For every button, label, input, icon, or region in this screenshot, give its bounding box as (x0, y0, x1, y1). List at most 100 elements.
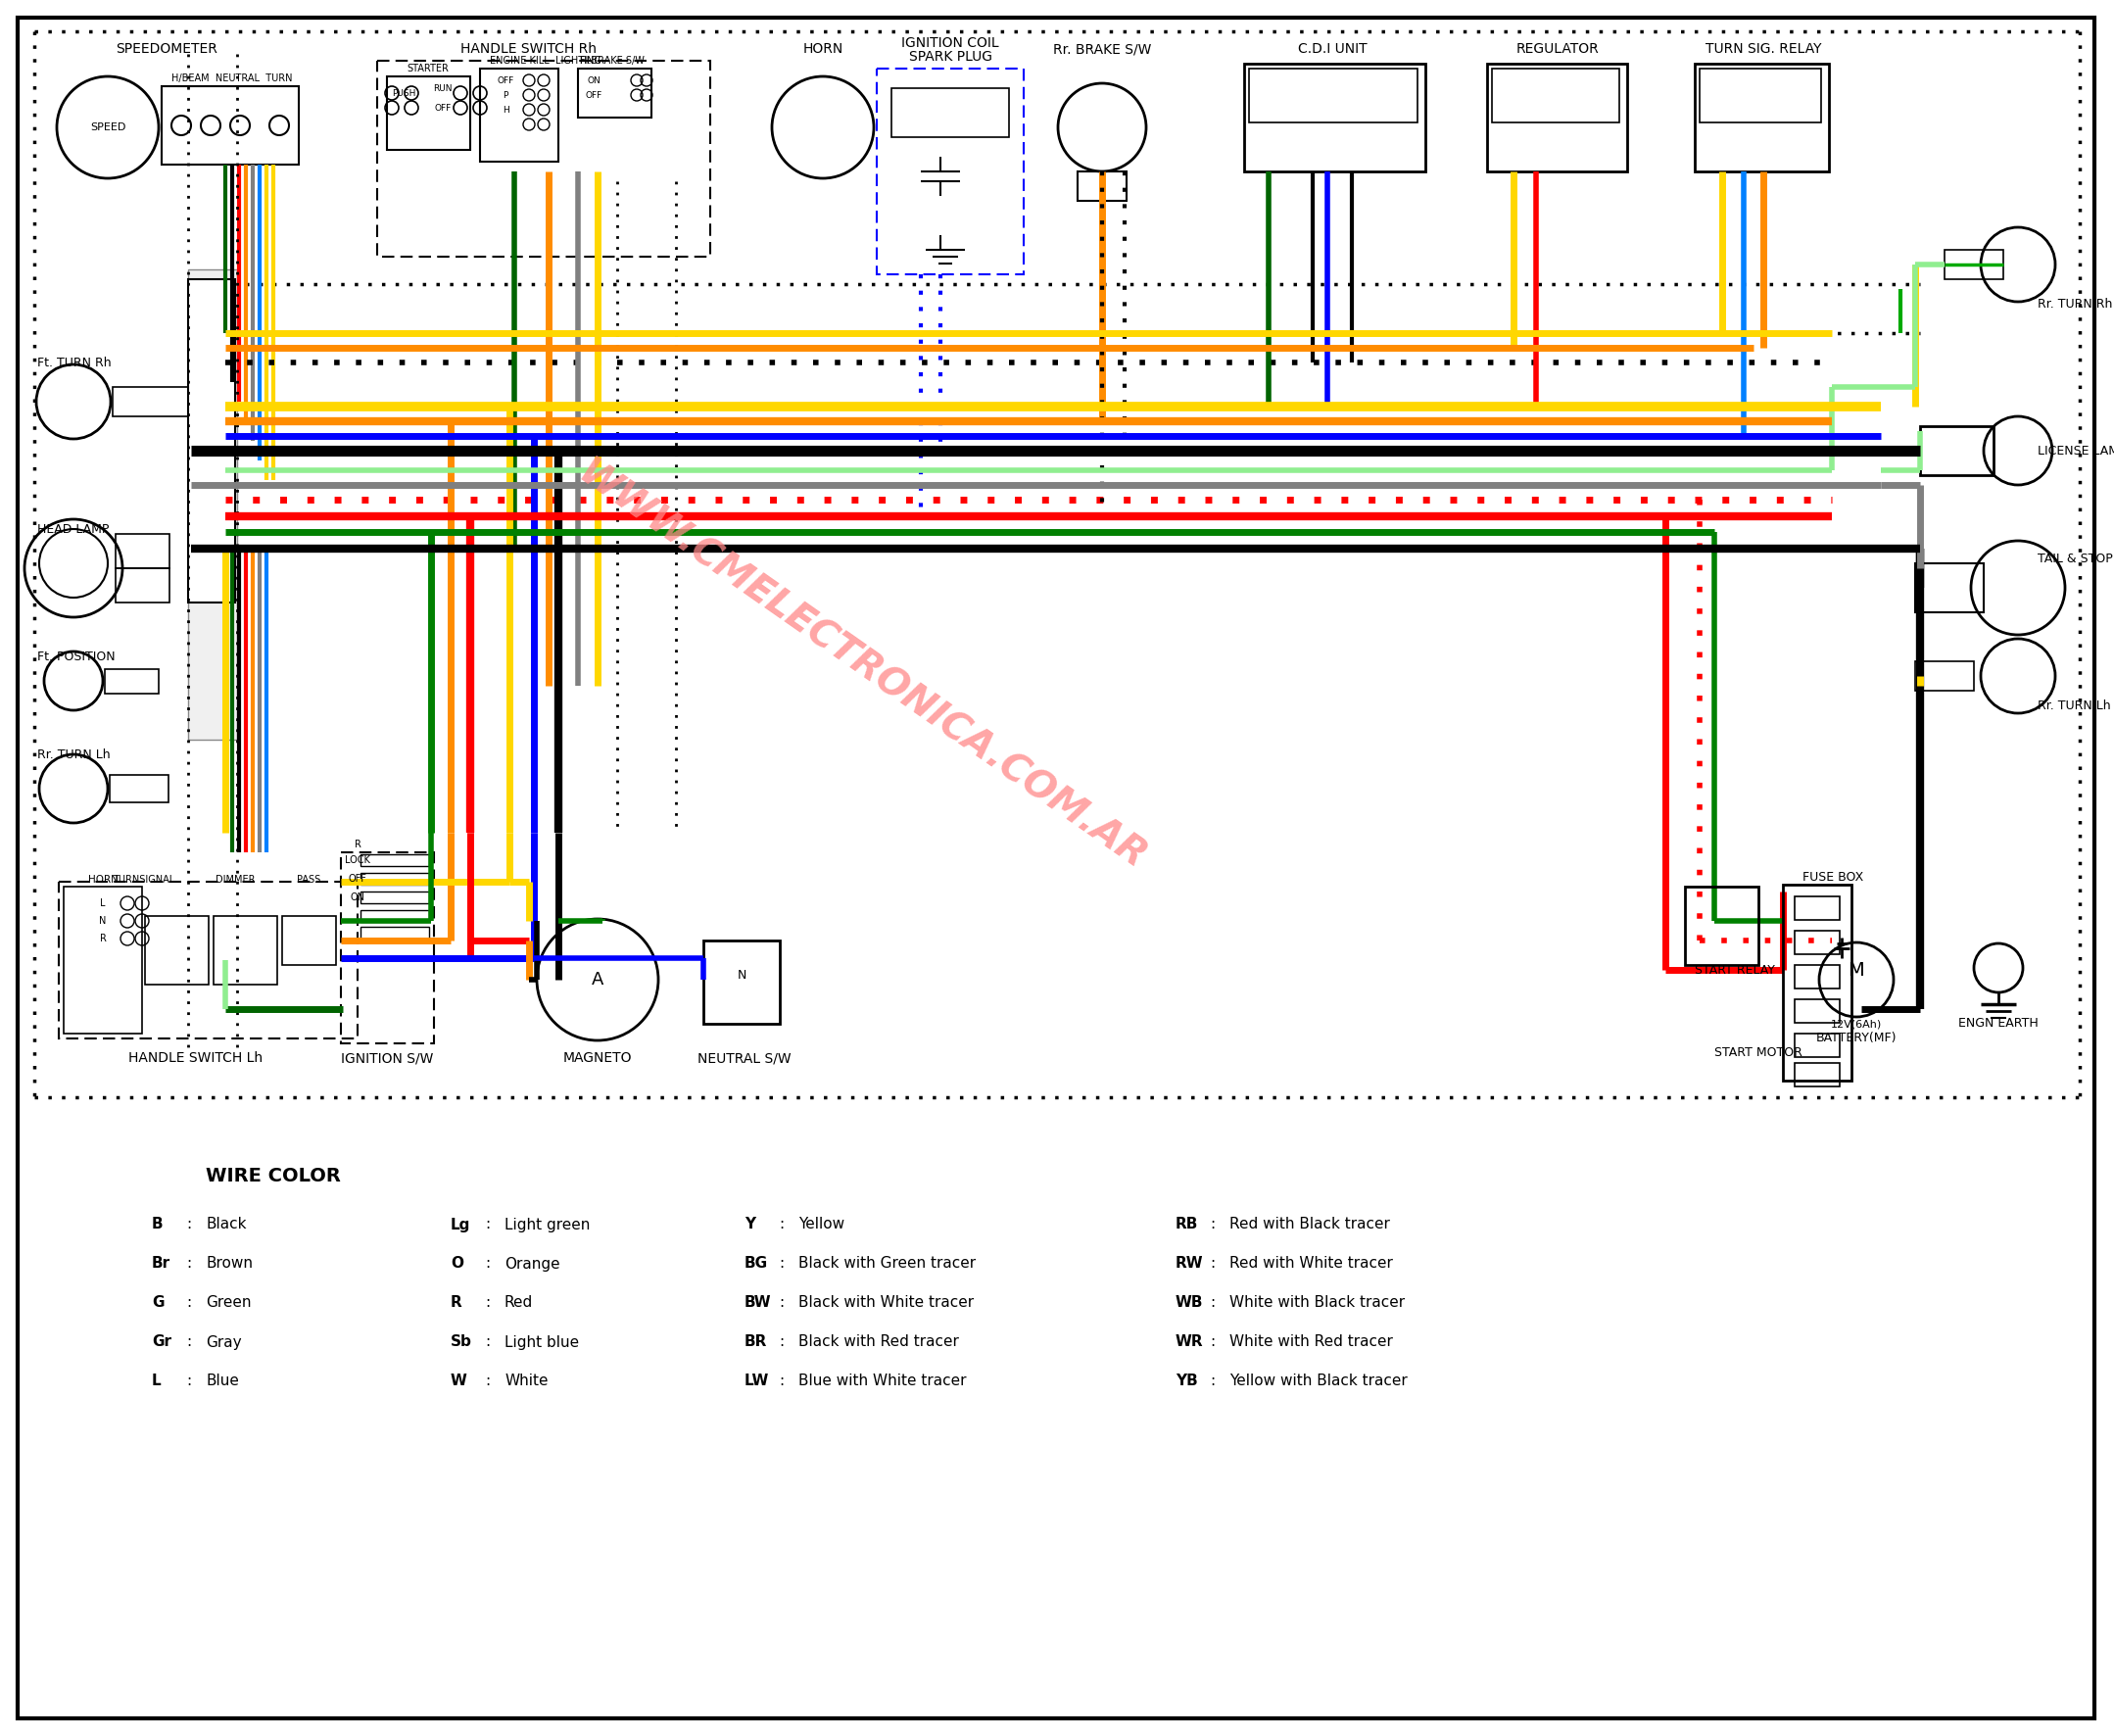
Text: Br: Br (152, 1257, 171, 1271)
Text: ON: ON (588, 76, 600, 85)
Text: G: G (152, 1295, 165, 1311)
Text: SPARK PLUG: SPARK PLUG (909, 50, 991, 64)
Text: :: : (484, 1295, 490, 1311)
Text: Rr. BRAKE S/W: Rr. BRAKE S/W (1053, 42, 1152, 56)
Bar (1795, 965, 1839, 988)
Bar (59, 882, 357, 1038)
Text: WWW.CMELECTRONICA.COM.AR: WWW.CMELECTRONICA.COM.AR (571, 455, 1152, 878)
Bar (1782, 885, 1852, 1080)
Text: Black with Green tracer: Black with Green tracer (799, 1257, 977, 1271)
Bar (387, 76, 469, 149)
Text: Sb: Sb (450, 1335, 471, 1349)
Text: C.D.I UNIT: C.D.I UNIT (1298, 42, 1368, 56)
Text: BR: BR (744, 1335, 767, 1349)
Text: Yellow: Yellow (799, 1217, 846, 1233)
Text: :: : (484, 1335, 490, 1349)
Text: TURN SIG. RELAY: TURN SIG. RELAY (1706, 42, 1822, 56)
Bar (161, 87, 298, 165)
Text: HANDLE SWITCH Lh: HANDLE SWITCH Lh (129, 1052, 262, 1064)
Bar (704, 941, 780, 1024)
Text: LIGHTING: LIGHTING (556, 56, 600, 66)
Text: OFF: OFF (433, 104, 450, 113)
Bar (361, 910, 429, 922)
Text: White: White (505, 1373, 548, 1389)
Bar (480, 69, 558, 161)
Text: A: A (592, 970, 605, 988)
Text: HORN: HORN (803, 42, 843, 56)
Bar (146, 917, 209, 984)
Text: W: W (450, 1373, 467, 1389)
Text: O: O (450, 1257, 463, 1271)
Bar (1249, 69, 1418, 123)
Bar (1695, 64, 1829, 172)
Text: Fl.BRAKE S/W: Fl.BRAKE S/W (579, 56, 645, 66)
Text: :: : (1209, 1257, 1216, 1271)
Text: Ft. POSITION: Ft. POSITION (38, 649, 116, 663)
Bar (892, 89, 1008, 137)
Bar (63, 887, 142, 1033)
Text: MAGNETO: MAGNETO (562, 1052, 632, 1064)
Bar (1915, 562, 1983, 613)
Text: WIRE COLOR: WIRE COLOR (205, 1167, 340, 1186)
Bar (112, 387, 190, 417)
Bar (376, 61, 710, 257)
Text: ENGINE KILL: ENGINE KILL (490, 56, 550, 66)
Text: OFF: OFF (349, 873, 368, 884)
Text: BATTERY(MF): BATTERY(MF) (1816, 1033, 1896, 1045)
Bar (188, 269, 237, 740)
Text: HORN: HORN (89, 875, 118, 885)
Text: WB: WB (1175, 1295, 1203, 1311)
Bar (1486, 64, 1628, 172)
Text: RB: RB (1175, 1217, 1199, 1233)
Bar (188, 279, 235, 602)
Text: Yellow with Black tracer: Yellow with Black tracer (1230, 1373, 1408, 1389)
Text: H/BEAM  NEUTRAL  TURN: H/BEAM NEUTRAL TURN (171, 73, 292, 83)
Text: White with Red tracer: White with Red tracer (1230, 1335, 1393, 1349)
Text: TURNSIGNAL: TURNSIGNAL (112, 875, 175, 885)
Text: :: : (778, 1335, 784, 1349)
Text: R: R (99, 934, 106, 943)
Bar (116, 568, 169, 602)
Text: :: : (484, 1217, 490, 1233)
Bar (361, 892, 429, 903)
Bar (1920, 425, 1994, 476)
Text: L: L (99, 898, 106, 908)
Text: :: : (186, 1257, 190, 1271)
Bar (1795, 1000, 1839, 1023)
Text: STARTER: STARTER (408, 64, 448, 73)
Text: :: : (484, 1373, 490, 1389)
Text: Light blue: Light blue (505, 1335, 579, 1349)
Text: :: : (778, 1257, 784, 1271)
Text: PUSH: PUSH (391, 89, 416, 97)
Text: WR: WR (1175, 1335, 1203, 1349)
Text: Lg: Lg (450, 1217, 471, 1233)
Text: N: N (99, 917, 106, 925)
Text: Black with White tracer: Black with White tracer (799, 1295, 975, 1311)
Text: ENGN EARTH: ENGN EARTH (1958, 1017, 2038, 1029)
Text: BW: BW (744, 1295, 772, 1311)
Bar (361, 873, 429, 885)
Text: Red: Red (505, 1295, 533, 1311)
Text: OFF: OFF (497, 76, 514, 85)
Text: Orange: Orange (505, 1257, 560, 1271)
Text: :: : (186, 1295, 190, 1311)
Text: :: : (186, 1335, 190, 1349)
Text: START RELAY: START RELAY (1695, 963, 1776, 976)
Text: :: : (1209, 1217, 1216, 1233)
Text: Red with Black tracer: Red with Black tracer (1230, 1217, 1389, 1233)
Text: Rr. TURN Lh: Rr. TURN Lh (38, 748, 110, 760)
Text: IGNITION COIL: IGNITION COIL (901, 36, 1000, 50)
Bar (116, 535, 169, 568)
Text: Blue with White tracer: Blue with White tracer (799, 1373, 966, 1389)
Bar (1915, 661, 1974, 691)
Text: :: : (778, 1373, 784, 1389)
Bar (1245, 64, 1425, 172)
Text: M: M (1848, 960, 1865, 979)
Text: PASS: PASS (296, 875, 321, 885)
Text: REGULATOR: REGULATOR (1516, 42, 1598, 56)
Text: HEAD LAMP: HEAD LAMP (38, 523, 110, 535)
Bar (106, 668, 159, 694)
Text: LICENSE LAMP: LICENSE LAMP (2038, 444, 2114, 457)
Text: :: : (186, 1217, 190, 1233)
Text: P: P (503, 90, 507, 99)
